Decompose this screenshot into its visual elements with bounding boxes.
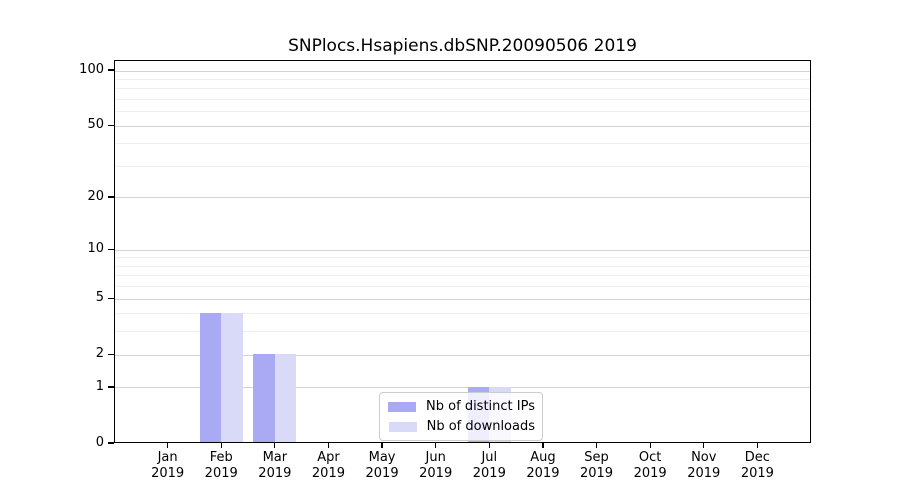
gridline-major-100 [115,70,810,72]
y-tick-mark-0 [108,442,114,444]
x-tick-label-feb: Feb 2019 [194,450,248,482]
x-tick-month: Dec [744,450,770,465]
x-tick-month: Apr [317,450,340,465]
x-tick-month: Feb [209,450,233,465]
y-tick-mark-2 [108,353,114,355]
x-tick-mark-feb [220,443,222,448]
x-tick-year: 2019 [204,466,238,481]
plot-area [114,60,811,443]
y-tick-label-1: 1 [95,378,104,394]
gridline-minor-80 [115,88,810,90]
x-tick-label-oct: Oct 2019 [623,450,677,482]
x-tick-mark-aug [542,443,544,448]
x-tick-month: Jul [481,450,498,465]
x-tick-month: May [368,450,396,465]
y-tick-label-50: 50 [87,117,104,133]
legend-row-downloads: Nb of downloads [386,418,535,435]
x-tick-year: 2019 [687,466,721,481]
legend: Nb of distinct IPs Nb of downloads [379,392,543,441]
x-tick-year: 2019 [472,466,506,481]
x-tick-year: 2019 [419,466,453,481]
x-tick-mark-sep [595,443,598,448]
y-tick-label-100: 100 [79,62,104,77]
gridline-minor-70 [115,98,810,100]
y-tick-label-10: 10 [87,241,104,257]
x-tick-mark-mar [274,443,276,448]
legend-row-distinct-ips: Nb of distinct IPs [386,398,535,415]
y-tick-mark-100 [108,69,114,71]
x-tick-label-sep: Sep 2019 [570,450,624,482]
bar-mar-2019-downloads [274,354,297,442]
gridline-major-10 [115,249,810,251]
y-tick-label-20: 20 [87,188,104,204]
gridline-minor-40 [115,143,810,145]
y-tick-label-2: 2 [95,346,104,362]
x-tick-year: 2019 [579,466,614,481]
x-tick-month: Mar [262,450,288,465]
gridline-minor-4 [115,313,810,315]
y-tick-mark-5 [108,297,114,299]
gridline-minor-6 [115,286,810,288]
x-tick-label-apr: Apr 2019 [301,450,355,482]
x-tick-mark-jul [488,443,490,448]
gridline-minor-8 [115,265,810,267]
x-tick-month: Nov [691,450,717,465]
x-tick-mark-may [381,443,383,448]
gridline-minor-60 [115,111,810,113]
chart-title: SNPlocs.Hsapiens.dbSNP.20090506 2019 [288,36,637,56]
y-tick-mark-50 [108,124,114,126]
y-tick-mark-10 [108,248,114,250]
legend-label-downloads: Nb of downloads [426,418,535,434]
x-tick-year: 2019 [311,466,345,481]
gridline-minor-7 [115,275,810,277]
x-tick-label-aug: Aug 2019 [516,450,570,482]
gridline-major-5 [115,298,810,300]
x-tick-year: 2019 [258,466,292,481]
x-tick-mark-jun [435,443,437,448]
x-tick-month: Aug [530,450,556,465]
x-tick-year: 2019 [740,466,774,481]
x-tick-label-nov: Nov 2019 [677,450,731,482]
gridline-minor-90 [115,78,810,80]
bar-feb-2019-downloads [221,312,243,442]
legend-swatch-distinct-ips [388,401,417,412]
x-tick-mark-jan [166,443,169,448]
x-tick-mark-dec [756,443,759,448]
x-tick-label-dec: Dec 2019 [730,450,784,482]
gridline-major-2 [115,354,810,356]
gridline-major-50 [115,125,810,127]
y-tick-mark-1 [108,386,114,388]
gridline-major-1 [115,387,810,389]
gridline-major-20 [115,197,810,199]
x-tick-label-may: May 2019 [355,450,409,482]
x-tick-year: 2019 [365,466,399,481]
y-tick-label-0: 0 [95,435,104,450]
bar-mar-2019-distinct-ips [253,354,275,442]
x-tick-month: Oct [638,450,662,465]
x-tick-year: 2019 [526,466,560,481]
gridline-minor-30 [115,165,810,167]
y-tick-label-5: 5 [95,290,104,306]
x-tick-mark-oct [649,443,651,448]
x-tick-label-mar: Mar 2019 [248,450,302,482]
x-tick-label-jun: Jun 2019 [409,450,463,482]
x-tick-mark-apr [327,443,330,448]
x-tick-month: Jun [425,450,446,465]
x-tick-label-jul: Jul 2019 [462,450,516,482]
x-tick-label-jan: Jan 2019 [141,450,195,482]
x-tick-mark-nov [703,443,705,448]
gridline-minor-3 [115,331,810,333]
legend-label-distinct-ips: Nb of distinct IPs [426,398,535,414]
gridline-minor-9 [115,257,810,259]
x-tick-year: 2019 [633,466,667,481]
bar-feb-2019-distinct-ips [199,312,222,442]
x-tick-month: Sep [584,450,609,465]
x-tick-year: 2019 [151,466,185,481]
x-tick-month: Jan [157,450,178,465]
legend-swatch-downloads [388,421,417,432]
y-tick-mark-20 [108,196,114,198]
